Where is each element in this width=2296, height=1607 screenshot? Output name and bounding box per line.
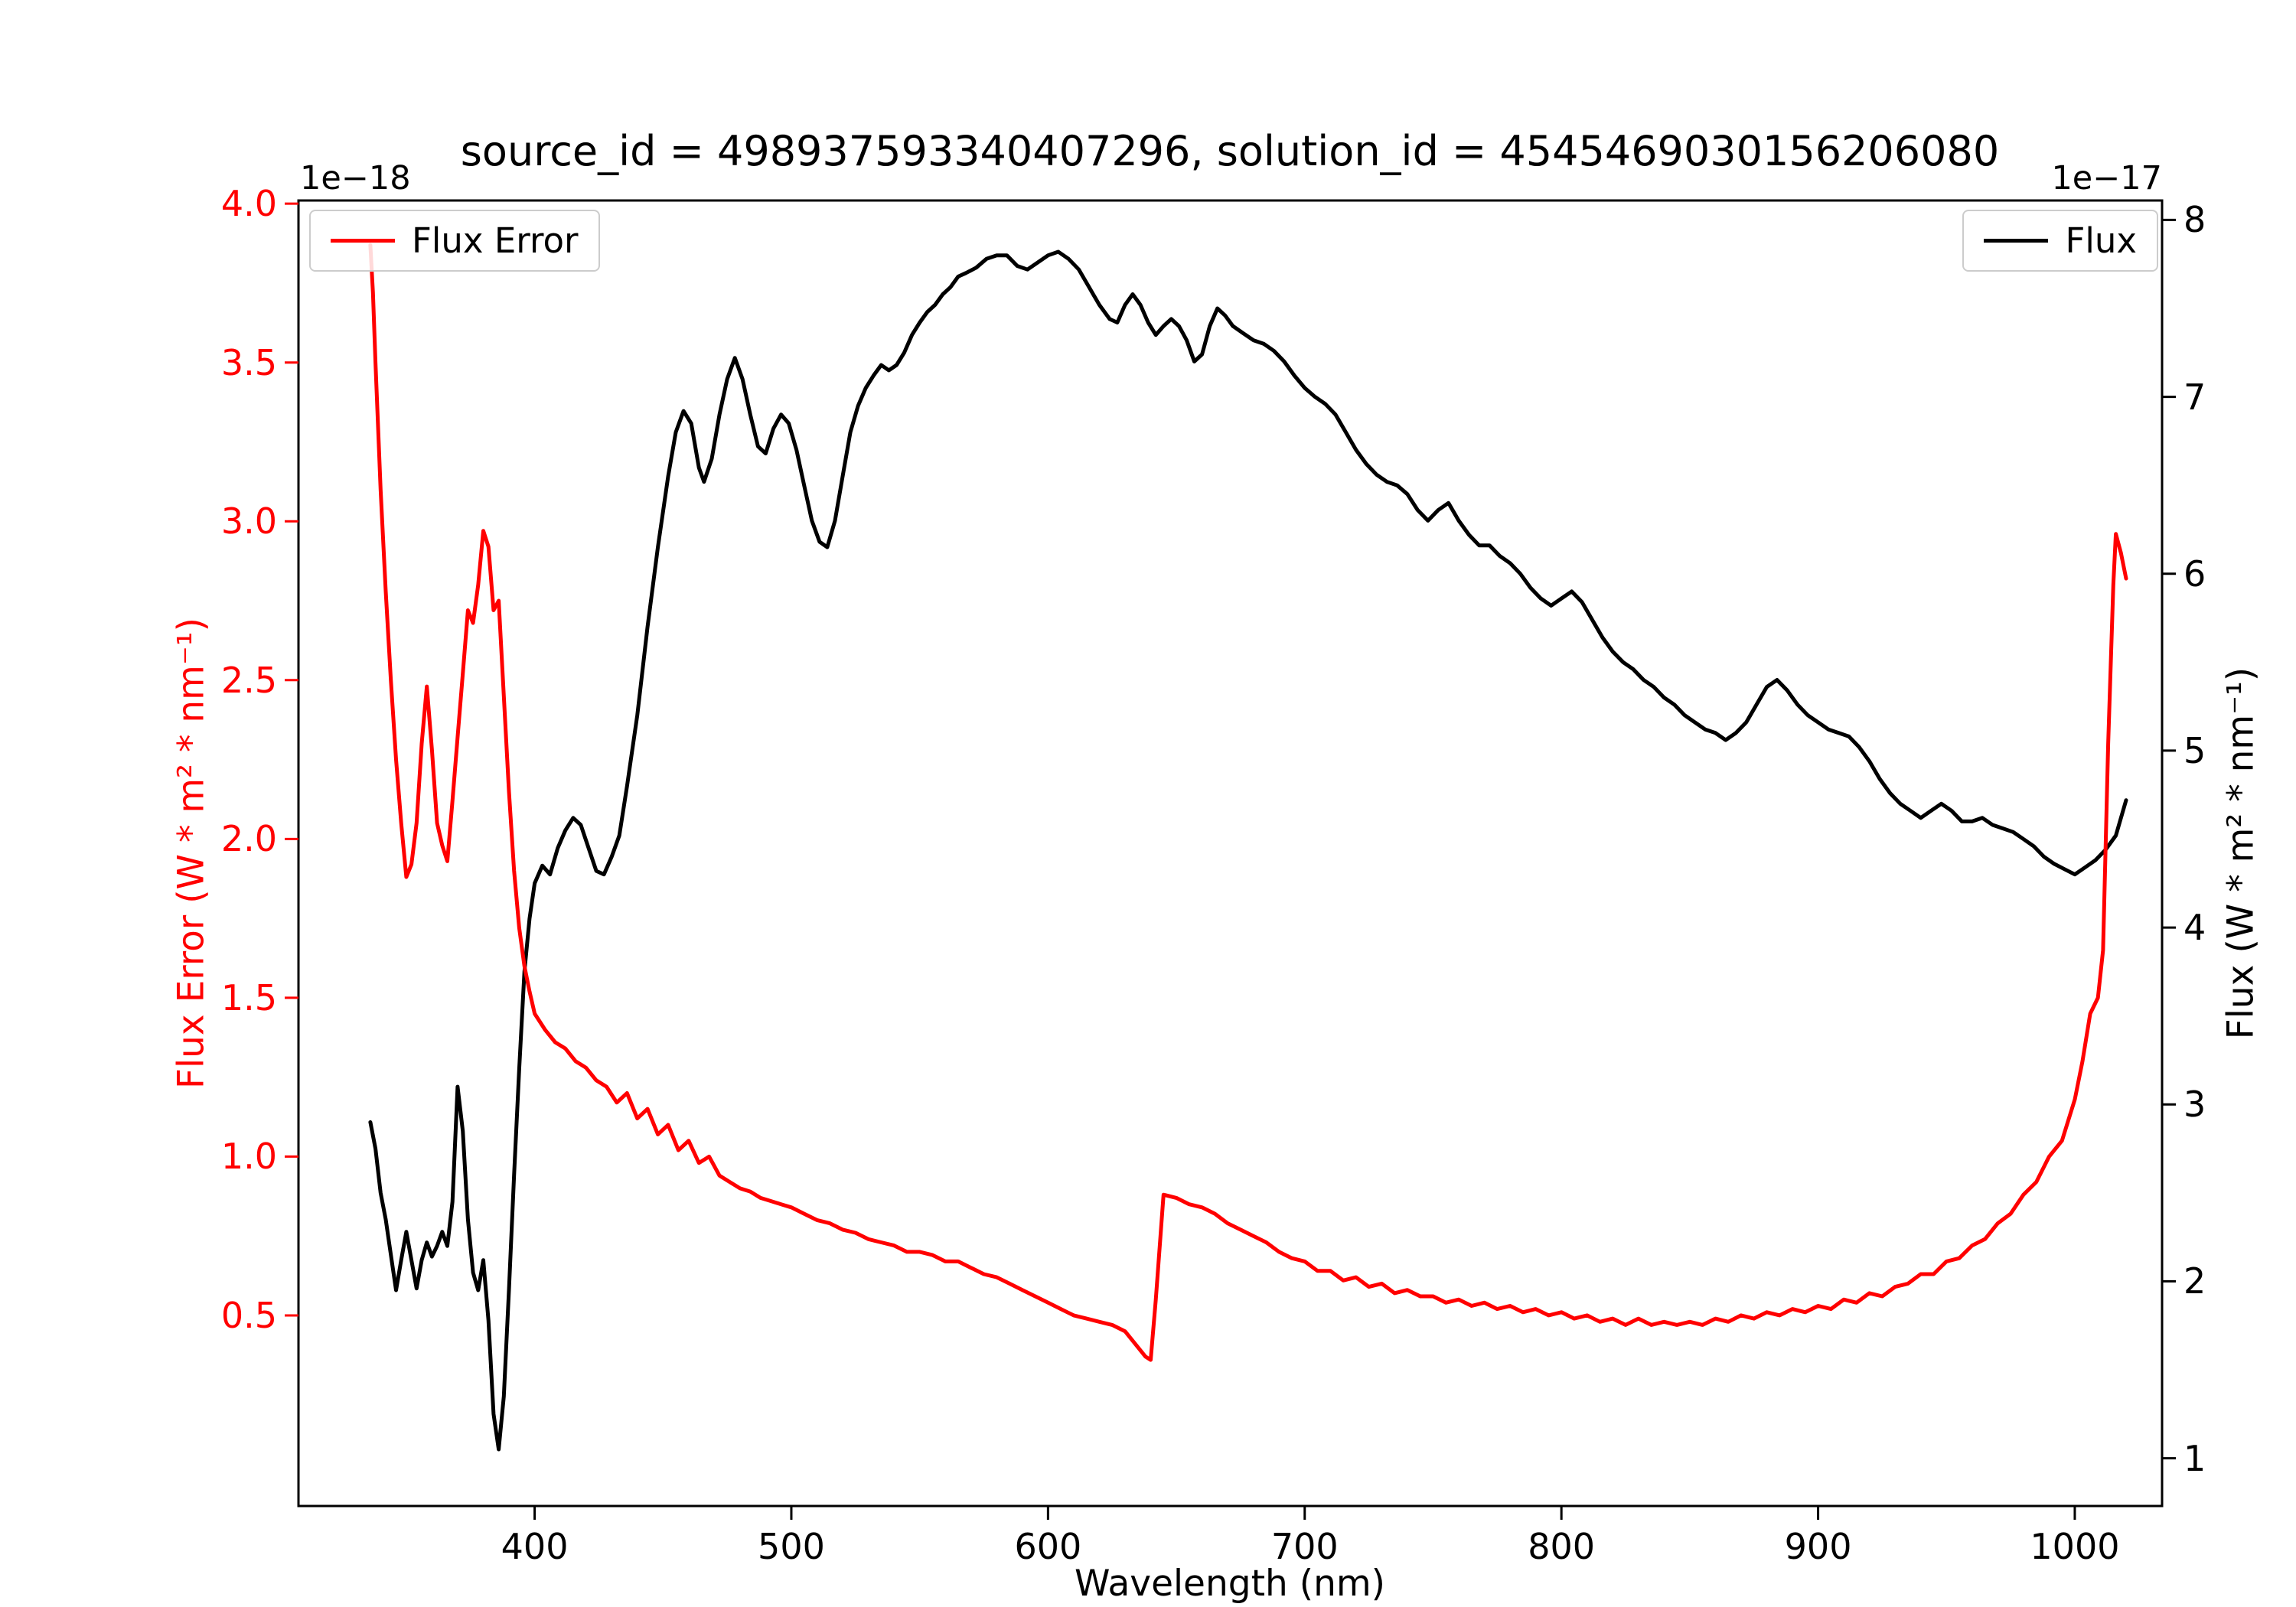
right-y-tick-label: 7: [2183, 376, 2206, 418]
left-y-tick-label: 2.5: [220, 659, 277, 701]
legend-flux: Flux: [1962, 210, 2158, 272]
left-y-axis-label: Flux Error (W * m² * nm⁻¹): [170, 618, 213, 1089]
left-y-tick-label: 1.5: [220, 976, 277, 1019]
right-y-tick-label: 8: [2183, 199, 2206, 241]
x-tick-label: 800: [1528, 1526, 1596, 1567]
flux-error-curve: [368, 243, 2128, 1362]
flux-legend-label: Flux: [2065, 220, 2137, 261]
left-axis-offset-text: 1e−18: [300, 159, 411, 197]
right-y-axis-label: Flux (W * m² * nm⁻¹): [2219, 667, 2262, 1040]
chart-title: source_id = 498937593340407296, solution…: [460, 127, 2000, 175]
right-y-tick-label: 1: [2183, 1437, 2206, 1479]
flux-error-legend-label: Flux Error: [412, 220, 579, 261]
left-y-tick-label: 2.0: [220, 818, 277, 860]
left-y-tick-label: 3.5: [220, 341, 277, 383]
left-y-tick-label: 3.0: [220, 500, 277, 543]
legend-flux-error: Flux Error: [309, 210, 600, 272]
x-tick-label: 600: [1014, 1526, 1082, 1567]
left-y-tick-label: 4.0: [220, 183, 277, 225]
right-axis-offset-text: 1e−17: [2051, 159, 2162, 197]
x-tick-label: 900: [1784, 1526, 1852, 1567]
right-y-tick-label: 3: [2183, 1084, 2206, 1126]
flux-legend-line: [1984, 239, 2049, 243]
x-axis-label: Wavelength (nm): [1075, 1563, 1385, 1605]
x-tick-label: 700: [1270, 1526, 1339, 1567]
left-y-tick-label: 0.5: [220, 1294, 277, 1336]
flux-error-legend-line: [331, 239, 395, 243]
left-y-tick-label: 1.0: [220, 1136, 277, 1178]
right-y-tick-label: 6: [2183, 553, 2206, 595]
x-tick-label: 500: [758, 1526, 825, 1567]
right-y-tick-label: 4: [2183, 907, 2206, 949]
x-tick-label: 400: [501, 1526, 569, 1567]
right-y-tick-label: 2: [2183, 1260, 2206, 1302]
flux-curve: [368, 249, 2128, 1452]
axes-spines: [297, 199, 2164, 1508]
right-y-tick-label: 5: [2183, 729, 2206, 771]
x-tick-label: 1000: [2030, 1526, 2120, 1567]
